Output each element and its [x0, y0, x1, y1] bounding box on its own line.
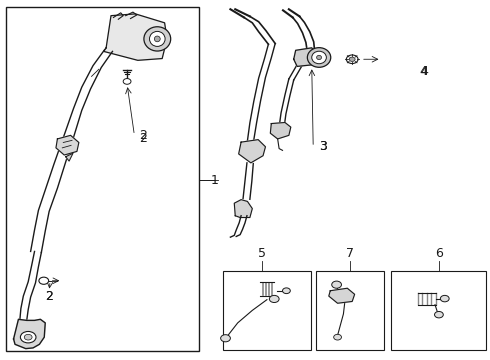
Circle shape: [346, 55, 358, 64]
Text: 3: 3: [319, 140, 327, 153]
Ellipse shape: [144, 27, 171, 51]
Polygon shape: [329, 288, 355, 303]
Circle shape: [283, 288, 290, 294]
Polygon shape: [270, 122, 291, 139]
Polygon shape: [66, 153, 73, 161]
Text: 2: 2: [45, 289, 53, 303]
Circle shape: [21, 332, 36, 343]
Polygon shape: [14, 319, 45, 348]
Polygon shape: [104, 14, 167, 60]
Circle shape: [435, 311, 443, 318]
Polygon shape: [56, 135, 79, 155]
Polygon shape: [234, 200, 252, 217]
Circle shape: [349, 57, 355, 62]
Ellipse shape: [312, 51, 326, 64]
Circle shape: [220, 335, 230, 342]
Bar: [316, 271, 384, 350]
Ellipse shape: [149, 31, 165, 46]
Text: 2: 2: [45, 289, 53, 303]
Circle shape: [441, 296, 449, 302]
Circle shape: [24, 334, 32, 340]
Circle shape: [332, 281, 342, 288]
Ellipse shape: [307, 48, 331, 67]
Polygon shape: [239, 140, 266, 163]
Text: 4: 4: [420, 64, 428, 77]
Circle shape: [334, 334, 342, 340]
Circle shape: [270, 296, 279, 302]
Circle shape: [123, 78, 131, 84]
Text: 6: 6: [435, 247, 443, 260]
Ellipse shape: [154, 36, 160, 42]
Bar: [391, 271, 486, 350]
Bar: [6, 7, 199, 351]
Bar: [223, 271, 311, 350]
Circle shape: [39, 277, 49, 284]
Text: 3: 3: [319, 140, 327, 153]
Text: 2: 2: [139, 132, 147, 145]
Text: 7: 7: [346, 247, 354, 260]
Polygon shape: [294, 48, 317, 66]
Text: 5: 5: [258, 247, 266, 260]
Text: 4: 4: [419, 64, 427, 77]
Ellipse shape: [317, 55, 321, 60]
Text: 1: 1: [211, 174, 219, 186]
Text: 2: 2: [139, 129, 147, 142]
